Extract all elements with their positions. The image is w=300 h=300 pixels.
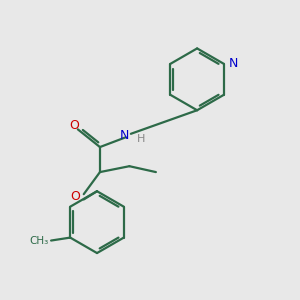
- Text: N: N: [120, 129, 129, 142]
- Text: N: N: [229, 57, 239, 70]
- Text: CH₃: CH₃: [29, 236, 49, 245]
- Text: O: O: [70, 190, 80, 203]
- Text: O: O: [69, 119, 79, 132]
- Text: H: H: [137, 134, 146, 144]
